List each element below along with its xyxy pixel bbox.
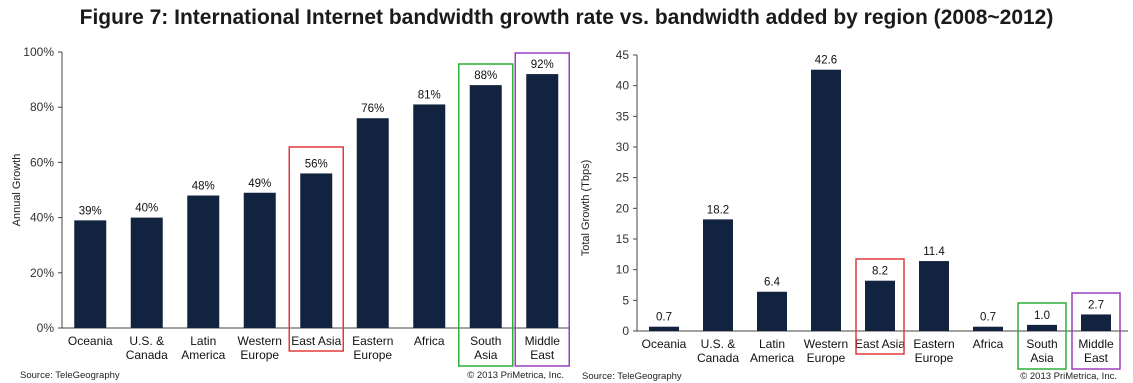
chart1-category-label: Africa [414, 334, 445, 348]
chart1-value-label: 48% [192, 181, 215, 193]
chart2-y-tick-label: 25 [616, 171, 630, 185]
chart1-bar [469, 85, 502, 329]
chart1-category-label: South Asia [470, 334, 501, 362]
chart1-value-label: 56% [305, 158, 328, 170]
chart1-bar [74, 220, 107, 328]
chart2-category-label: Eastern Europe [913, 337, 954, 365]
chart1-value-label: 49% [248, 178, 271, 190]
chart1-y-tick-label: 0% [37, 321, 55, 335]
chart2-category-label: East Asia [855, 337, 905, 351]
chart2-bar [703, 219, 733, 331]
chart2-value-label: 11.4 [923, 246, 945, 258]
chart2-value-label: 8.2 [872, 266, 888, 278]
chart2-category-label: Western Europe [804, 337, 848, 365]
chart2-category-label: U.S. & Canada [697, 337, 739, 365]
chart1-credit-note: © 2013 PriMetrica, Inc. [467, 370, 564, 381]
chart2-value-label: 18.2 [707, 204, 729, 216]
chart2-category-label: Africa [973, 337, 1004, 351]
chart1-highlight-box [514, 52, 570, 367]
chart2-category-label: South Asia [1026, 337, 1057, 365]
chart2-source-note: Source: TeleGeography [582, 371, 682, 382]
chart1-value-label: 39% [79, 205, 102, 217]
chart1-category-label: Latin America [181, 334, 225, 362]
chart2-value-label: 0.7 [980, 312, 996, 324]
chart1-y-tick-label: 20% [30, 266, 54, 280]
chart2-y-tick-label: 5 [622, 293, 629, 307]
chart1-y-tick-label: 60% [30, 155, 54, 169]
chart1-bar [526, 74, 559, 328]
figure-title: Figure 7: International Internet bandwid… [79, 6, 1054, 29]
chart2-value-label: 0.7 [656, 312, 672, 324]
chart2-y-axis-label: Total Growth (Tbps) [580, 160, 592, 257]
chart1-bar [130, 217, 163, 328]
chart2-y-tick-label: 0 [622, 324, 629, 338]
chart1-bar [413, 104, 446, 328]
chart2-value-label: 42.6 [815, 55, 837, 67]
chart2-bar [865, 280, 895, 331]
chart2-y-tick-label: 40 [616, 79, 630, 93]
chart2-bar [1027, 324, 1057, 331]
chart2-value-label: 1.0 [1034, 310, 1050, 322]
chart2-category-label: Oceania [642, 337, 687, 351]
chart2-category-label: Latin America [750, 337, 794, 365]
chart1-category-label: U.S. & Canada [126, 334, 168, 362]
chart2-value-label: 6.4 [764, 277, 781, 289]
chart2-bar [811, 69, 841, 331]
chart1-bar [187, 195, 220, 328]
chart1-highlight-box [288, 146, 344, 352]
chart2-highlight-box [1017, 302, 1067, 370]
chart1-y-tick-label: 80% [30, 100, 54, 114]
chart1-value-label: 40% [135, 203, 158, 215]
chart1-category-label: Eastern Europe [352, 334, 393, 362]
chart2-highlight-box [1071, 292, 1121, 370]
chart2-y-tick-label: 20 [616, 201, 630, 215]
chart2-value-label: 2.7 [1088, 299, 1104, 311]
chart1-y-tick-label: 100% [23, 45, 54, 59]
chart2-y-tick-label: 45 [616, 48, 630, 62]
chart2-bar [919, 261, 949, 331]
chart1-bar [300, 173, 333, 328]
chart2-y-tick-label: 30 [616, 140, 630, 154]
chart2-bar [1081, 314, 1111, 331]
chart1-source-note: Source: TeleGeography [20, 370, 120, 381]
chart2-highlight-box [855, 258, 905, 355]
chart2-credit-note: © 2013 PriMetrica, Inc. [1020, 371, 1117, 382]
chart2-bar [973, 326, 1003, 331]
chart2-y-tick-label: 10 [616, 263, 630, 277]
chart1-category-label: Middle East [525, 334, 561, 362]
chart1-bar [356, 118, 389, 329]
chart2-category-label: Middle East [1078, 337, 1114, 365]
chart1-category-label: Oceania [68, 334, 113, 348]
chart2-y-tick-label: 35 [616, 109, 630, 123]
chart1-value-label: 88% [474, 70, 497, 82]
chart1-value-label: 92% [531, 59, 554, 71]
chart2-y-tick-label: 15 [616, 232, 630, 246]
chart1-category-label: Western Europe [238, 334, 282, 362]
chart1-y-tick-label: 40% [30, 211, 54, 225]
chart2-bar [757, 291, 787, 331]
chart1-bar [243, 192, 276, 328]
chart1-value-label: 81% [418, 89, 441, 101]
chart2-bar [649, 326, 679, 331]
chart1-value-label: 76% [361, 103, 384, 115]
chart1-y-axis-label: Annual Growth [11, 154, 23, 227]
chart1-category-label: East Asia [291, 334, 341, 348]
chart1-highlight-box [458, 63, 514, 367]
